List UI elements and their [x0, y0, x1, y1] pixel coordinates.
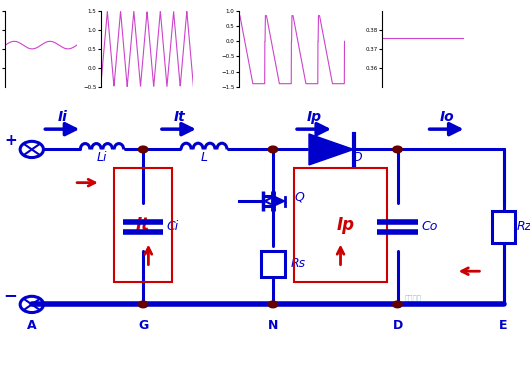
- Text: Ip: Ip: [337, 216, 355, 234]
- Text: Ci: Ci: [167, 220, 179, 234]
- Text: Ip: Ip: [307, 110, 322, 124]
- Text: D: D: [352, 151, 362, 163]
- Text: It: It: [173, 110, 185, 124]
- Text: N: N: [268, 319, 278, 332]
- Text: E: E: [499, 319, 508, 332]
- Circle shape: [393, 146, 402, 153]
- Text: Io: Io: [439, 110, 454, 124]
- Circle shape: [138, 301, 148, 308]
- Text: Co: Co: [421, 220, 438, 234]
- Bar: [492, 211, 515, 243]
- Text: A: A: [27, 319, 37, 332]
- Text: Ii: Ii: [58, 110, 67, 124]
- Circle shape: [393, 301, 402, 308]
- Text: Q: Q: [294, 191, 304, 204]
- Text: −: −: [4, 286, 17, 304]
- Circle shape: [138, 146, 148, 153]
- Text: Li: Li: [97, 151, 107, 163]
- Text: 止电电源: 止电电源: [405, 294, 422, 301]
- Text: G: G: [138, 319, 148, 332]
- Text: Rs: Rs: [290, 257, 306, 270]
- Circle shape: [268, 146, 278, 153]
- Bar: [114, 168, 172, 282]
- Text: D: D: [392, 319, 403, 332]
- Bar: [261, 251, 285, 277]
- Text: +: +: [4, 133, 17, 148]
- Polygon shape: [275, 197, 285, 206]
- Polygon shape: [309, 134, 354, 165]
- Text: Rz: Rz: [517, 220, 530, 234]
- Circle shape: [268, 301, 278, 308]
- Text: It: It: [136, 216, 150, 234]
- Text: L: L: [200, 151, 208, 163]
- Bar: [294, 168, 387, 282]
